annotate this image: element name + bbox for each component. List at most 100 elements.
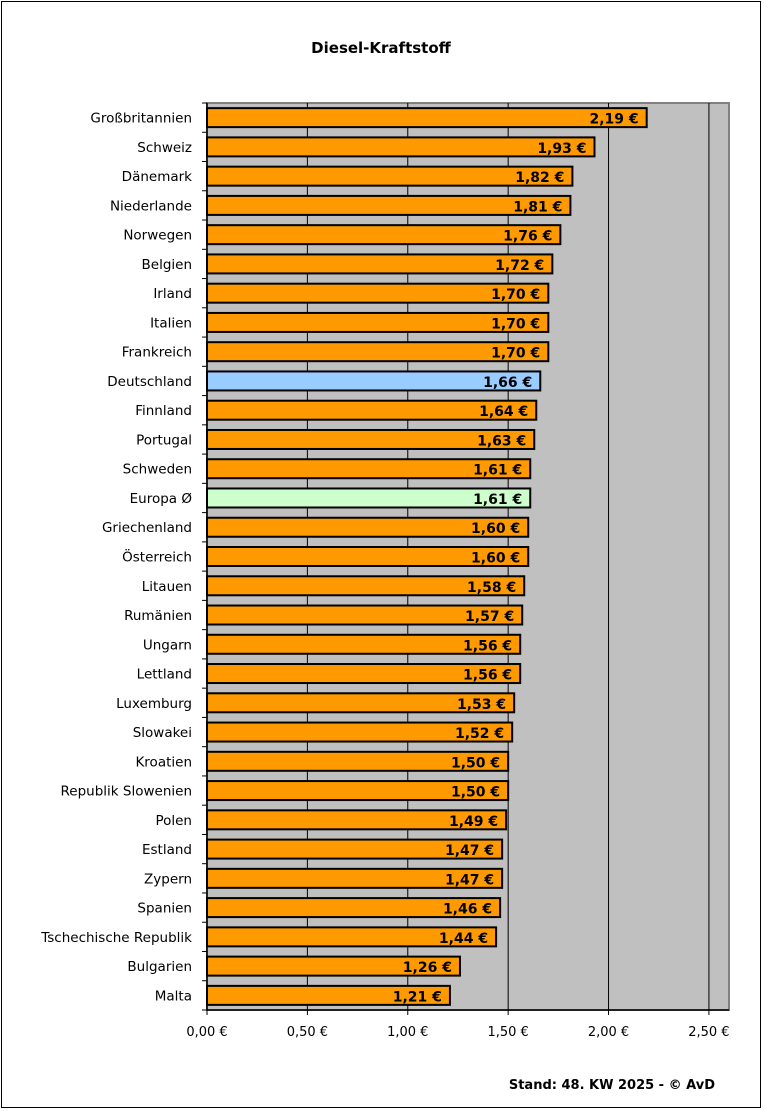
category-label: Finnland [135, 403, 192, 419]
data-label: 1,46 € [443, 902, 492, 918]
category-label: Griechenland [102, 520, 192, 536]
data-label: 1,44 € [439, 931, 488, 947]
bar [206, 926, 498, 948]
data-label: 1,50 € [451, 755, 500, 771]
data-label: 1,57 € [465, 609, 514, 625]
data-label: 1,56 € [463, 668, 512, 684]
bar [206, 721, 514, 743]
category-label: Zypern [144, 871, 192, 887]
bar [206, 633, 522, 655]
chart-footer: Stand: 48. KW 2025 - © AvD [509, 1078, 715, 1093]
data-label: 1,47 € [445, 872, 494, 888]
data-label: 1,52 € [455, 726, 504, 742]
category-label: Norwegen [123, 228, 192, 244]
category-label: Litauen [142, 579, 192, 595]
category-label: Kroatien [135, 754, 192, 770]
data-label: 1,53 € [457, 697, 506, 713]
x-tick-label: 2,00 € [588, 1025, 629, 1040]
bar [206, 516, 530, 538]
data-label: 1,21 € [393, 989, 442, 1005]
bar [206, 955, 461, 977]
data-label: 1,70 € [491, 316, 540, 332]
x-tick-label: 0,50 € [287, 1025, 328, 1040]
chart-title: Diesel-Kraftstoff [311, 39, 451, 57]
data-label: 1,60 € [471, 521, 520, 537]
bar [206, 341, 550, 363]
data-label: 1,70 € [491, 346, 540, 362]
x-tick-label: 2,50 € [688, 1025, 729, 1040]
category-label: Tschechische Republik [40, 930, 192, 946]
category-label: Ungarn [143, 637, 192, 653]
category-label: Lettland [137, 667, 192, 683]
category-label: Rumänien [124, 608, 192, 624]
category-label: Slowakei [133, 725, 192, 741]
bar [206, 107, 648, 129]
data-label: 1,60 € [471, 551, 520, 567]
category-label: Deutschland [107, 374, 192, 390]
bar [206, 458, 532, 480]
bar [206, 780, 510, 802]
category-label: Belgien [142, 257, 193, 273]
x-tick-label: 1,00 € [387, 1025, 428, 1040]
data-label: 1,50 € [451, 785, 500, 801]
category-label: Dänemark [122, 169, 193, 185]
bar [206, 604, 524, 626]
category-label: Estland [142, 842, 192, 858]
bar [206, 253, 554, 275]
category-label: Großbritannien [90, 111, 192, 127]
data-label: 1,58 € [467, 580, 516, 596]
data-label: 1,63 € [477, 433, 526, 449]
category-label: Irland [153, 286, 192, 302]
data-label: 1,82 € [515, 170, 564, 186]
category-label: Portugal [136, 432, 192, 448]
category-label: Polen [155, 813, 192, 829]
data-label: 1,56 € [463, 638, 512, 654]
bar [206, 867, 504, 889]
x-tick-label: 1,50 € [487, 1025, 528, 1040]
bar [206, 282, 550, 304]
category-label: Europa Ø [130, 491, 192, 507]
data-label: 1,61 € [473, 463, 522, 479]
data-label: 2,19 € [590, 112, 639, 128]
category-label: Niederlande [110, 198, 192, 214]
bar [206, 399, 538, 421]
bar [206, 194, 572, 216]
bar [206, 224, 562, 246]
bar [206, 370, 542, 392]
bar [206, 428, 536, 450]
data-label: 1,70 € [491, 287, 540, 303]
bar [206, 663, 522, 685]
category-label: Frankreich [122, 345, 192, 361]
bar [206, 575, 526, 597]
category-label: Republik Slowenien [61, 784, 192, 800]
data-label: 1,26 € [403, 960, 452, 976]
bar [206, 487, 532, 509]
data-label: 1,49 € [449, 814, 498, 830]
data-label: 1,81 € [513, 199, 562, 215]
bar [206, 750, 510, 772]
bar [206, 136, 596, 158]
data-label: 1,76 € [503, 229, 552, 245]
data-label: 1,64 € [479, 404, 528, 420]
bar [206, 165, 574, 187]
category-label: Italien [150, 315, 192, 331]
x-tick-label: 0,00 € [186, 1025, 227, 1040]
category-label: Schweiz [137, 140, 192, 156]
data-label: 1,66 € [483, 375, 532, 391]
category-label: Österreich [122, 548, 192, 566]
bar [206, 838, 504, 860]
bar [206, 311, 550, 333]
bar [206, 897, 502, 919]
category-label: Spanien [137, 901, 192, 917]
data-label: 1,61 € [473, 492, 522, 508]
bar [206, 692, 516, 714]
data-label: 1,47 € [445, 843, 494, 859]
category-label: Luxemburg [116, 696, 192, 712]
bar [206, 984, 451, 1006]
bar [206, 546, 530, 567]
category-label: Bulgarien [127, 959, 192, 975]
data-label: 1,72 € [495, 258, 544, 274]
category-label: Malta [155, 988, 192, 1004]
category-label: Schweden [123, 462, 192, 478]
